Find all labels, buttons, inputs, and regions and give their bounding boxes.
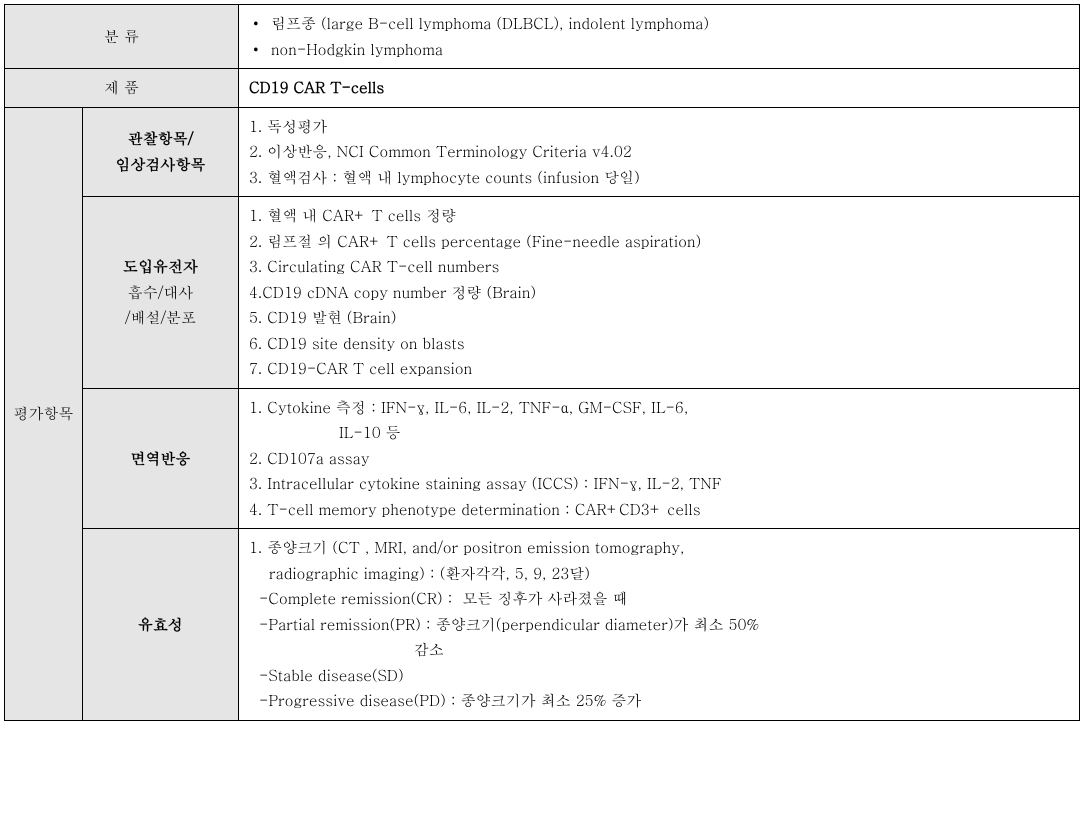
classification-list: 림프종 (large B-cell lymphoma (DLBCL), indo… (249, 11, 1069, 62)
classification-item: non-Hodgkin lymphoma (253, 37, 1069, 63)
header-product-text: 제 품 (104, 77, 139, 98)
content-line: -Progressive disease(PD) : 종양크기가 최소 25% … (249, 688, 1069, 714)
content-line: 2. 이상반응, NCI Common Terminology Criteria… (249, 139, 1069, 165)
table-row-classification: 분 류 림프종 (large B-cell lymphoma (DLBCL), … (5, 5, 1080, 69)
content-line: 1. 혈액 내 CAR+ T cells 정량 (249, 203, 1069, 229)
row-content-gene: 1. 혈액 내 CAR+ T cells 정량 2. 림프절 의 CAR+ T … (239, 197, 1080, 389)
row-content-observation: 1. 독성평가 2. 이상반응, NCI Common Terminology … (239, 107, 1080, 197)
product-value: CD19 CAR T-cells (239, 69, 1080, 108)
row-label-gene: 도입유전자 흡수/대사 /배설/분포 (83, 197, 239, 389)
row-label-main: 도입유전자 (123, 256, 198, 277)
row-label-observation: 관찰항목/ 임상검사항목 (83, 107, 239, 197)
header-classification: 분 류 (5, 5, 239, 69)
content-line: 3. Intracellular cytokine staining assay… (249, 471, 1069, 497)
classification-content: 림프종 (large B-cell lymphoma (DLBCL), indo… (239, 5, 1080, 69)
content-line: 2. CD107a assay (249, 446, 1069, 472)
row-label-main: 유효성 (138, 614, 183, 635)
row-label-main: 관찰항목/ (128, 128, 194, 149)
table-row-eval-1: 평가항목 관찰항목/ 임상검사항목 1. 독성평가 2. 이상반응, NCI C… (5, 107, 1080, 197)
content-line: 1. Cytokine 측정 : IFN-γ, IL-6, IL-2, TNF-… (249, 395, 1069, 421)
content-line: -Complete remission(CR) : 모든 징후가 사라졌을 때 (249, 586, 1069, 612)
content-line: 3. Circulating CAR T-cell numbers (249, 254, 1069, 280)
header-classification-text: 분 류 (104, 26, 139, 47)
row-label-immune: 면역반응 (83, 388, 239, 529)
table-row-eval-3: 면역반응 1. Cytokine 측정 : IFN-γ, IL-6, IL-2,… (5, 388, 1080, 529)
row-label-main: 면역반응 (131, 448, 191, 469)
header-product: 제 품 (5, 69, 239, 108)
content-line: 5. CD19 발현 (Brain) (249, 305, 1069, 331)
content-line: 6. CD19 site density on blasts (249, 331, 1069, 357)
row-content-immune: 1. Cytokine 측정 : IFN-γ, IL-6, IL-2, TNF-… (239, 388, 1080, 529)
table-row-eval-4: 유효성 1. 종양크기 (CT , MRI, and/or positron e… (5, 529, 1080, 721)
content-line: IL-10 등 (249, 420, 1069, 446)
content-line: 감소 (249, 637, 1069, 663)
content-line: 2. 림프절 의 CAR+ T cells percentage (Fine-n… (249, 229, 1069, 255)
classification-item: 림프종 (large B-cell lymphoma (DLBCL), indo… (253, 11, 1069, 37)
content-line: 7. CD19-CAR T cell expansion (249, 356, 1069, 382)
row-label-sub2: /배설/분포 (91, 305, 230, 331)
row-label-sub: 흡수/대사 (91, 280, 230, 306)
row-label-line2: 임상검사항목 (116, 154, 206, 175)
content-line: 1. 독성평가 (249, 114, 1069, 140)
content-line: 4.CD19 cDNA copy number 정량 (Brain) (249, 280, 1069, 306)
row-content-efficacy: 1. 종양크기 (CT , MRI, and/or positron emiss… (239, 529, 1080, 721)
content-line: 4. T-cell memory phenotype determination… (249, 497, 1069, 523)
table-row-product: 제 품 CD19 CAR T-cells (5, 69, 1080, 108)
header-evaluation-text: 평가항목 (14, 403, 74, 424)
content-line: -Stable disease(SD) (249, 663, 1069, 689)
content-line: 3. 혈액검사 : 혈액 내 lymphocyte counts (infusi… (249, 165, 1069, 191)
row-label-efficacy: 유효성 (83, 529, 239, 721)
evaluation-table: 분 류 림프종 (large B-cell lymphoma (DLBCL), … (4, 4, 1080, 721)
table-row-eval-2: 도입유전자 흡수/대사 /배설/분포 1. 혈액 내 CAR+ T cells … (5, 197, 1080, 389)
content-line: -Partial remission(PR) : 종양크기(perpendicu… (249, 612, 1069, 638)
content-line: radiographic imaging) : (환자각각, 5, 9, 23달… (249, 561, 1069, 587)
header-evaluation: 평가항목 (5, 107, 83, 720)
content-line: 1. 종양크기 (CT , MRI, and/or positron emiss… (249, 535, 1069, 561)
